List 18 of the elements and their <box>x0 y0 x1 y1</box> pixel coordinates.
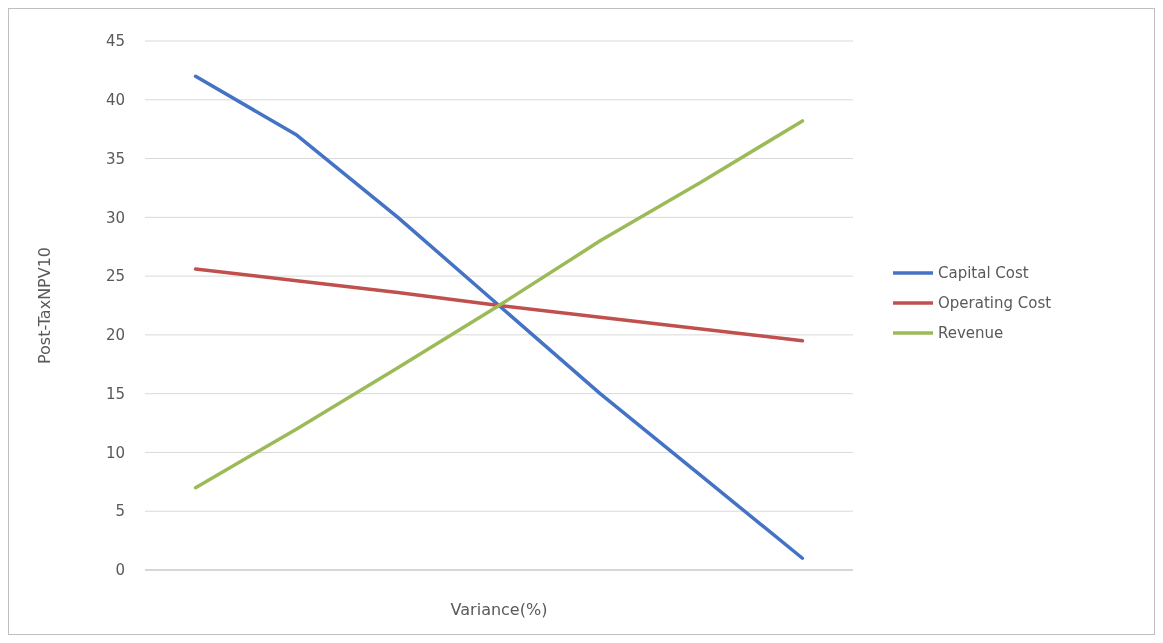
line-series <box>193 74 805 560</box>
line-series <box>193 119 805 490</box>
legend-label: Revenue <box>938 324 1004 343</box>
y-tick-label: 20 <box>105 326 125 345</box>
y-tick-label: 45 <box>105 32 125 51</box>
legend-label: Capital Cost <box>938 264 1029 283</box>
y-tick-label: 40 <box>105 91 125 110</box>
y-tick-label: 35 <box>105 149 125 168</box>
y-tick-label: 30 <box>105 208 125 227</box>
y-tick-label: 10 <box>105 443 125 462</box>
legend-label: Operating Cost <box>938 294 1052 313</box>
y-tick-label: 15 <box>105 384 125 403</box>
y-tick-label: 5 <box>115 502 125 521</box>
y-axis-title: Post-TaxNPV10 <box>35 246 54 365</box>
y-tick-label: 0 <box>115 561 125 580</box>
line-series <box>193 267 805 343</box>
y-tick-label: 25 <box>105 267 125 286</box>
x-axis-title: Variance(%) <box>450 600 548 619</box>
